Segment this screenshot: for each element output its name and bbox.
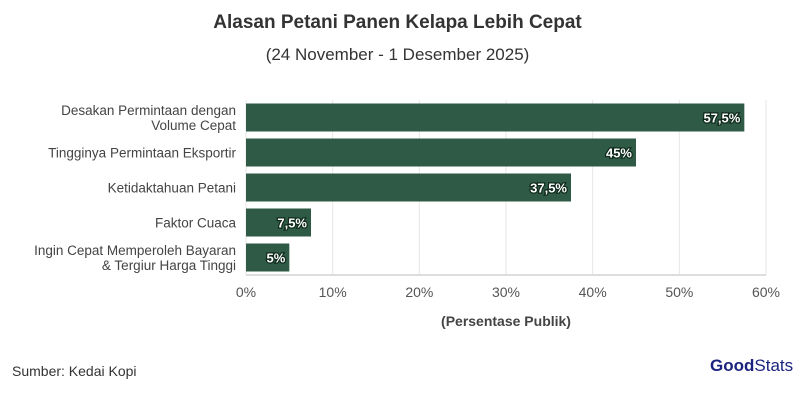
category-label: Ketidaktahuan Petani bbox=[108, 181, 236, 196]
category-label: Volume Cepat bbox=[151, 118, 236, 133]
x-tick-label: 0% bbox=[236, 284, 256, 300]
category-label: Ingin Cepat Memperoleh Bayaran bbox=[34, 243, 236, 258]
data-label: 37,5% bbox=[530, 181, 567, 196]
data-label: 57,5% bbox=[703, 111, 740, 126]
goodstats-logo: GoodStats bbox=[710, 356, 794, 375]
bar-chart: 0% 10% 20% 30% 40% 50% 60% 57,5% Desakan Permint… bbox=[34, 100, 780, 329]
chart-title: Alasan Petani Panen Kelapa Lebih Cepat bbox=[213, 12, 582, 33]
data-label: 5% bbox=[267, 251, 286, 266]
x-axis-title: (Persentase Publik) bbox=[441, 313, 571, 329]
bar bbox=[246, 243, 290, 272]
bar bbox=[246, 138, 636, 167]
x-tick-label: 20% bbox=[405, 284, 433, 300]
bar bbox=[246, 208, 311, 237]
bar bbox=[246, 103, 745, 132]
chart-subtitle: (24 November - 1 Desember 2025) bbox=[265, 45, 530, 64]
x-tick-label: 40% bbox=[579, 284, 607, 300]
category-label: Desakan Permintaan dengan bbox=[61, 103, 236, 118]
bar bbox=[246, 173, 571, 202]
data-label: 7,5% bbox=[277, 216, 307, 231]
x-tick-label: 60% bbox=[752, 284, 780, 300]
source-note: Sumber: Kedai Kopi bbox=[12, 363, 137, 379]
category-label: Faktor Cuaca bbox=[155, 216, 237, 231]
category-label: & Tergiur Harga Tinggi bbox=[102, 258, 236, 273]
x-tick-label: 50% bbox=[665, 284, 693, 300]
data-label: 45% bbox=[606, 146, 632, 161]
x-tick-label: 10% bbox=[319, 284, 347, 300]
category-label: Tingginya Permintaan Eksportir bbox=[48, 146, 236, 161]
x-tick-label: 30% bbox=[492, 284, 520, 300]
